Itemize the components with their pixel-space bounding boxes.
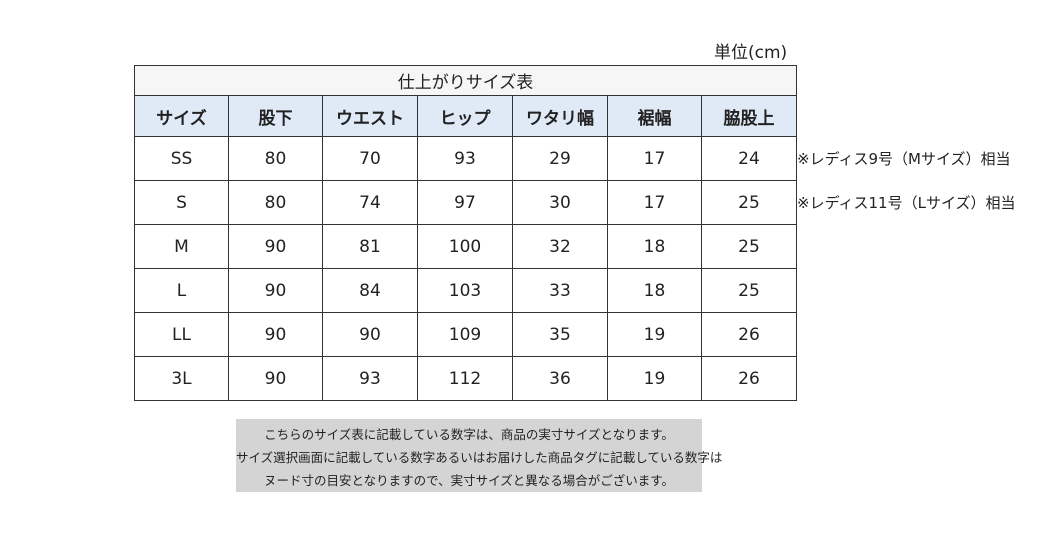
header-thigh-width: ワタリ幅 bbox=[512, 95, 608, 137]
header-rise: 脇股上 bbox=[701, 95, 797, 137]
table-cell: 19 bbox=[607, 312, 702, 357]
table-cell: 25 bbox=[701, 268, 797, 313]
table-cell: 25 bbox=[701, 180, 797, 225]
table-cell: 112 bbox=[417, 356, 513, 401]
table-cell: 90 bbox=[228, 312, 323, 357]
table-cell: 3L bbox=[134, 356, 229, 401]
table-cell: M bbox=[134, 224, 229, 269]
table-cell: 36 bbox=[512, 356, 608, 401]
header-hem-width: 裾幅 bbox=[607, 95, 702, 137]
size-chart-table: 仕上がりサイズ表 サイズ 股下 ウエスト ヒップ ワタリ幅 裾幅 脇股上 SS … bbox=[134, 65, 797, 401]
table-cell: 74 bbox=[322, 180, 418, 225]
table-cell: 17 bbox=[607, 136, 702, 181]
table-row: S 80 74 97 30 17 25 bbox=[134, 180, 797, 225]
table-title-row: 仕上がりサイズ表 bbox=[134, 65, 797, 96]
table-cell: 70 bbox=[322, 136, 418, 181]
table-cell: 18 bbox=[607, 268, 702, 313]
table-cell: 26 bbox=[701, 312, 797, 357]
table-cell: 100 bbox=[417, 224, 513, 269]
table-cell: 81 bbox=[322, 224, 418, 269]
header-waist: ウエスト bbox=[322, 95, 418, 137]
notice-line: ヌード寸の目安となりますので、実寸サイズと異なる場合がございます。 bbox=[263, 473, 674, 488]
table-cell: 29 bbox=[512, 136, 608, 181]
header-hip: ヒップ bbox=[417, 95, 513, 137]
table-row: 3L 90 93 112 36 19 26 bbox=[134, 356, 797, 401]
table-cell: 25 bbox=[701, 224, 797, 269]
table-row: SS 80 70 93 29 17 24 bbox=[134, 136, 797, 181]
table-cell: L bbox=[134, 268, 229, 313]
table-cell: 90 bbox=[322, 312, 418, 357]
table-cell: 90 bbox=[228, 268, 323, 313]
table-cell: SS bbox=[134, 136, 229, 181]
size-notice-box: こちらのサイズ表に記載している数字は、商品の実寸サイズとなります。 サイズ選択画… bbox=[236, 419, 723, 492]
table-cell: 35 bbox=[512, 312, 608, 357]
note-ss: ※レディス9号（Mサイズ）相当 bbox=[797, 150, 1011, 168]
table-cell: 109 bbox=[417, 312, 513, 357]
note-s: ※レディス11号（Lサイズ）相当 bbox=[797, 194, 1016, 212]
unit-label: 単位(cm) bbox=[714, 43, 788, 63]
table-cell: 93 bbox=[417, 136, 513, 181]
table-cell: 19 bbox=[607, 356, 702, 401]
header-size: サイズ bbox=[134, 95, 229, 137]
table-cell: 90 bbox=[228, 356, 323, 401]
table-cell: 80 bbox=[228, 180, 323, 225]
table-cell: 30 bbox=[512, 180, 608, 225]
table-cell: LL bbox=[134, 312, 229, 357]
table-cell: 32 bbox=[512, 224, 608, 269]
notice-line: サイズ選択画面に記載している数字あるいはお届けした商品タグに記載している数字は bbox=[236, 450, 723, 465]
table-title: 仕上がりサイズ表 bbox=[134, 65, 797, 96]
table-row: L 90 84 103 33 18 25 bbox=[134, 268, 797, 313]
header-inseam: 股下 bbox=[228, 95, 323, 137]
notice-line: こちらのサイズ表に記載している数字は、商品の実寸サイズとなります。 bbox=[264, 427, 674, 442]
table-cell: 33 bbox=[512, 268, 608, 313]
table-cell: 93 bbox=[322, 356, 418, 401]
table-cell: 97 bbox=[417, 180, 513, 225]
table-header-row: サイズ 股下 ウエスト ヒップ ワタリ幅 裾幅 脇股上 bbox=[134, 95, 797, 137]
table-cell: 84 bbox=[322, 268, 418, 313]
table-cell: 26 bbox=[701, 356, 797, 401]
table-cell: 17 bbox=[607, 180, 702, 225]
table-cell: 90 bbox=[228, 224, 323, 269]
table-cell: 80 bbox=[228, 136, 323, 181]
table-cell: S bbox=[134, 180, 229, 225]
table-row: M 90 81 100 32 18 25 bbox=[134, 224, 797, 269]
table-cell: 18 bbox=[607, 224, 702, 269]
table-cell: 24 bbox=[701, 136, 797, 181]
table-row: LL 90 90 109 35 19 26 bbox=[134, 312, 797, 357]
table-cell: 103 bbox=[417, 268, 513, 313]
